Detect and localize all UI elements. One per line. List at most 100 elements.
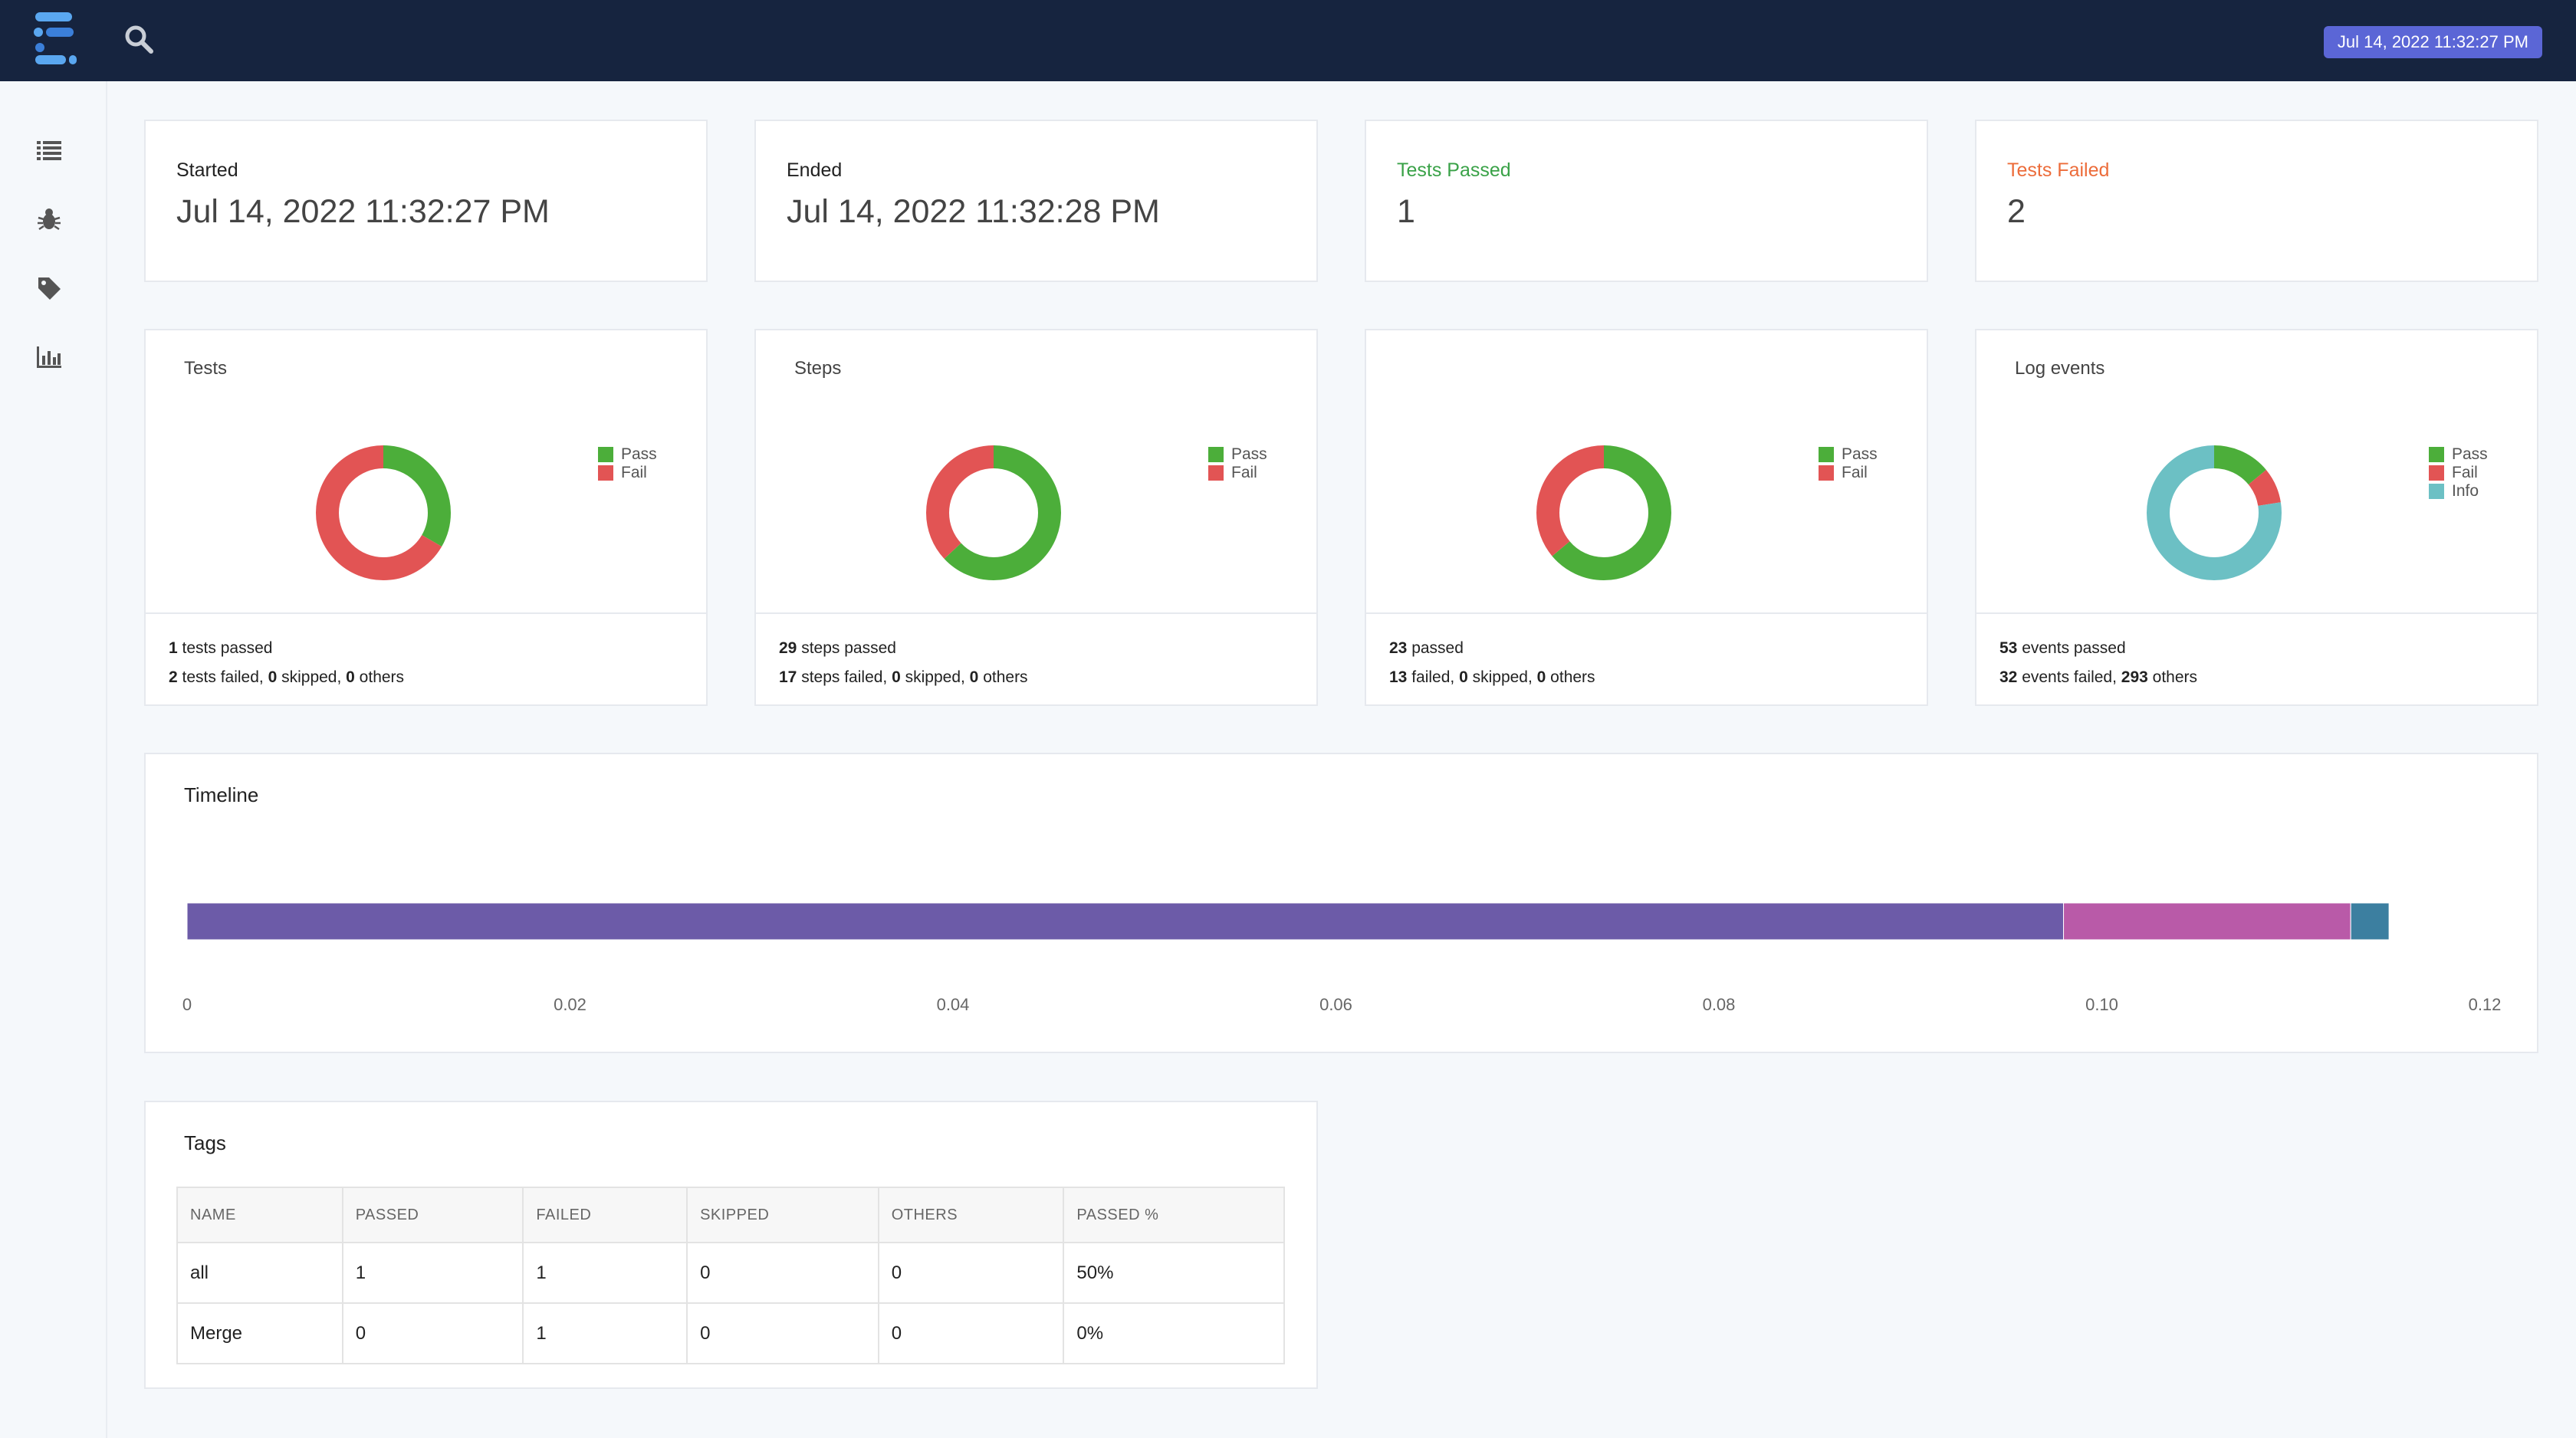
table-row[interactable]: all 1 1 0 0 50%	[176, 1242, 1285, 1304]
pass-swatch	[1819, 447, 1834, 462]
tests-passed-label: Tests Passed	[1397, 159, 1511, 181]
cell-passed-pct: 50%	[1063, 1242, 1285, 1304]
summary-text: failed,	[1407, 668, 1460, 686]
col-header-passed[interactable]: PASSED	[341, 1187, 524, 1243]
legend-pass[interactable]: Pass	[1208, 445, 1267, 464]
legend-fail[interactable]: Fail	[1208, 464, 1267, 482]
summary-text: events failed,	[2017, 668, 2121, 686]
cell-name: Merge	[176, 1302, 343, 1364]
summary-count: 0	[1459, 668, 1468, 686]
summary-text: others	[1546, 668, 1595, 686]
extent-logo-icon[interactable]	[34, 12, 77, 64]
search-icon[interactable]	[123, 23, 155, 55]
chart-title: Log events	[2015, 358, 2105, 379]
legend-pass[interactable]: Pass	[1819, 445, 1878, 464]
legend-fail[interactable]: Fail	[1819, 464, 1878, 482]
chart-summary: 53 events passed 32 events failed, 293 o…	[1976, 612, 2537, 704]
fail-slice[interactable]	[316, 445, 451, 580]
summary-count: 2	[169, 668, 178, 686]
chart-summary: 29 steps passed 17 steps failed, 0 skipp…	[756, 612, 1316, 704]
steps-donut-chart[interactable]	[925, 444, 1063, 582]
bar-chart-icon[interactable]	[34, 342, 64, 373]
cell-passed: 1	[341, 1242, 524, 1304]
legend-pass[interactable]: Pass	[598, 445, 657, 464]
chart-legend: Pass Fail Info	[2429, 445, 2488, 501]
bug-icon[interactable]	[34, 204, 64, 235]
third-chart-card: Pass Fail 23 passed 13 failed, 0 skipped…	[1365, 329, 1928, 706]
summary-count: 0	[969, 668, 979, 686]
chart-legend: Pass Fail	[598, 445, 657, 482]
summary-text: passed	[1407, 639, 1464, 657]
summary-text: others	[2147, 668, 2198, 686]
fail-slice[interactable]	[926, 445, 1061, 580]
started-value: Jul 14, 2022 11:32:27 PM	[176, 193, 550, 230]
fail-slice[interactable]	[1536, 445, 1671, 580]
timeline-segment[interactable]	[186, 902, 2065, 941]
legend-label: Pass	[621, 445, 657, 463]
cell-failed: 1	[522, 1242, 688, 1304]
cell-passed-pct: 0%	[1063, 1302, 1285, 1364]
datetime-badge: Jul 14, 2022 11:32:27 PM	[2323, 26, 2542, 58]
col-header-passed-pct[interactable]: PASSED %	[1063, 1187, 1285, 1243]
pass-swatch	[1208, 447, 1224, 462]
col-header-others[interactable]: OTHERS	[877, 1187, 1065, 1243]
summary-text: others	[978, 668, 1028, 686]
col-header-failed[interactable]: FAILED	[522, 1187, 688, 1243]
summary-text: tests passed	[177, 639, 273, 657]
fail-swatch	[1208, 465, 1224, 481]
timeline-chart: 0 0.02 0.04 0.06 0.08 0.10 0.12	[182, 902, 2502, 1014]
chart-title: Tests	[184, 358, 228, 379]
cell-passed: 0	[341, 1302, 524, 1364]
summary-count: 17	[779, 668, 797, 686]
legend-info[interactable]: Info	[2429, 482, 2488, 501]
legend-fail[interactable]: Fail	[2429, 464, 2488, 482]
col-header-skipped[interactable]: SKIPPED	[686, 1187, 879, 1243]
col-header-name[interactable]: NAME	[176, 1187, 343, 1243]
timeline-segment[interactable]	[2350, 902, 2390, 941]
timeline-card: Timeline 0 0.02 0.04 0.06 0.08 0.10 0.12	[144, 753, 2538, 1053]
tests-passed-card: Tests Passed 1	[1365, 120, 1928, 282]
summary-count: 1	[169, 639, 178, 657]
ended-card: Ended Jul 14, 2022 11:32:28 PM	[754, 120, 1318, 282]
legend-label: Fail	[1231, 464, 1257, 481]
summary-count: 32	[1999, 668, 2018, 686]
legend-label: Fail	[1842, 464, 1868, 481]
x-tick-label: 0.06	[1319, 995, 1352, 1014]
ended-label: Ended	[787, 159, 843, 181]
chart-summary: 1 tests passed 2 tests failed, 0 skipped…	[146, 612, 706, 704]
summary-count: 0	[268, 668, 278, 686]
timeline-title: Timeline	[184, 783, 259, 806]
chart-legend: Pass Fail	[1208, 445, 1267, 482]
fail-swatch	[598, 465, 613, 481]
timeline-segment[interactable]	[2063, 902, 2351, 941]
summary-text: steps passed	[797, 639, 896, 657]
log-events-donut-chart[interactable]	[2145, 444, 2283, 582]
tests-donut-chart[interactable]	[314, 444, 452, 582]
third-donut-chart[interactable]	[1535, 444, 1673, 582]
x-tick-label: 0.02	[554, 995, 586, 1014]
list-icon[interactable]	[34, 135, 64, 166]
tests-chart-card: Tests Pass Fail 1 tests passed 2 tests f…	[144, 329, 708, 706]
info-slice[interactable]	[2147, 445, 2282, 580]
summary-count: 0	[1536, 668, 1546, 686]
legend-pass[interactable]: Pass	[2429, 445, 2488, 464]
summary-count: 293	[2121, 668, 2148, 686]
tests-passed-value: 1	[1397, 193, 1415, 230]
fail-swatch	[2429, 465, 2444, 481]
pass-swatch	[2429, 447, 2444, 462]
summary-count: 23	[1389, 639, 1408, 657]
table-header-row: NAME PASSED FAILED SKIPPED OTHERS PASSED…	[176, 1187, 1285, 1243]
tags-table: NAME PASSED FAILED SKIPPED OTHERS PASSED…	[176, 1187, 1285, 1364]
legend-label: Pass	[2452, 445, 2488, 463]
x-tick-label: 0.12	[2469, 995, 2502, 1014]
summary-count: 29	[779, 639, 797, 657]
cell-skipped: 0	[686, 1242, 879, 1304]
cell-failed: 1	[522, 1302, 688, 1364]
cell-skipped: 0	[686, 1302, 879, 1364]
started-card: Started Jul 14, 2022 11:32:27 PM	[144, 120, 708, 282]
tag-icon[interactable]	[34, 273, 64, 304]
legend-fail[interactable]: Fail	[598, 464, 657, 482]
tests-failed-label: Tests Failed	[2007, 159, 2110, 181]
summary-text: tests failed,	[177, 668, 268, 686]
table-row[interactable]: Merge 0 1 0 0 0%	[176, 1302, 1285, 1364]
